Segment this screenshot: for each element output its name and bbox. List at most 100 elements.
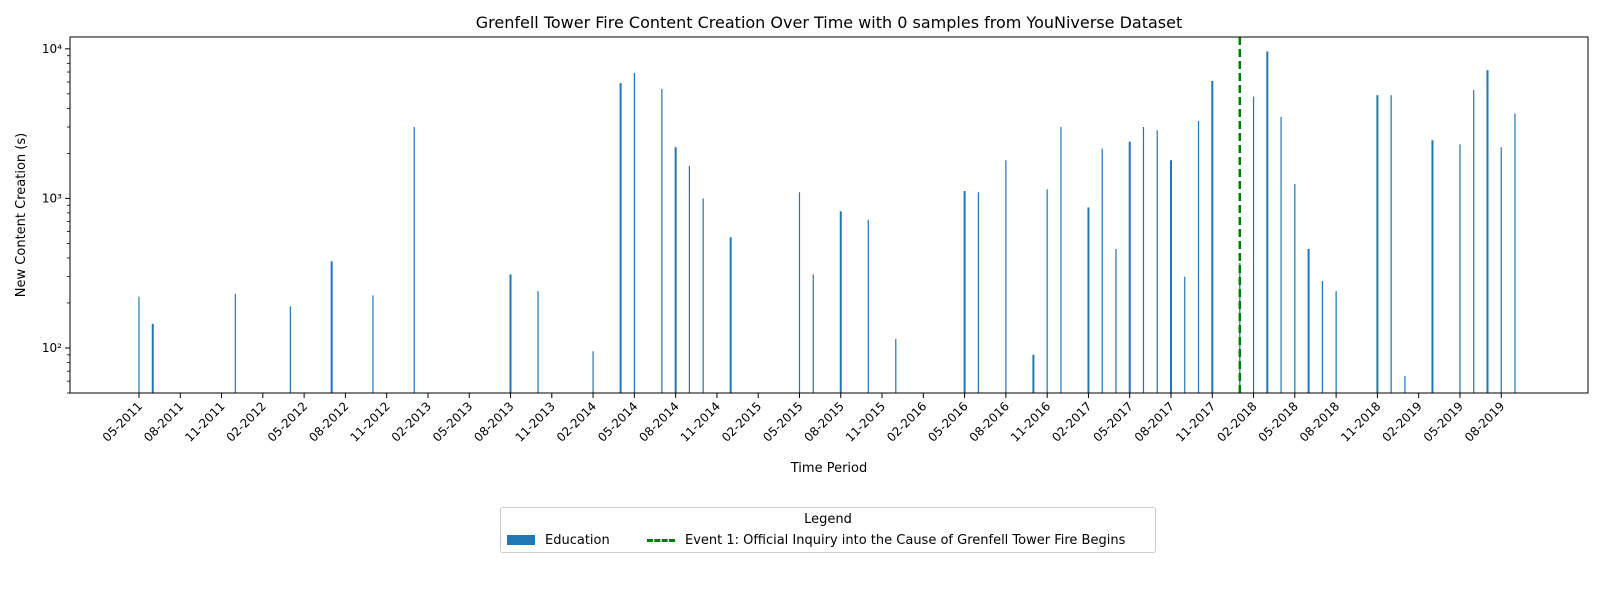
x-tick-label: 08-2011: [141, 399, 186, 444]
bar: [1115, 248, 1117, 393]
bar: [619, 83, 622, 393]
bar: [1032, 354, 1035, 393]
x-tick-label: 08-2018: [1297, 399, 1342, 444]
x-tick-label: 08-2015: [802, 399, 847, 444]
x-tick-label: 08-2019: [1462, 399, 1507, 444]
x-tick-label: 11-2018: [1338, 399, 1383, 444]
x-tick-label: 05-2018: [1256, 399, 1301, 444]
x-tick-label: 02-2014: [554, 399, 599, 444]
legend-swatch-event: [647, 539, 675, 542]
x-tick-label: 02-2012: [224, 399, 269, 444]
x-tick-label: 05-2015: [760, 399, 805, 444]
x-tick-label: 08-2014: [636, 399, 681, 444]
x-tick-label: 02-2016: [884, 399, 929, 444]
bar: [1211, 80, 1214, 393]
bar: [1390, 95, 1392, 393]
bar: [372, 295, 374, 393]
bar: [1101, 148, 1103, 393]
bar: [330, 261, 333, 393]
bar: [1376, 95, 1379, 393]
bar: [1170, 160, 1172, 393]
bar: [1514, 113, 1516, 393]
bar: [688, 165, 690, 393]
bar: [509, 274, 512, 393]
x-tick-label: 05-2017: [1090, 399, 1135, 444]
bar: [963, 191, 966, 393]
x-tick-label: 05-2011: [100, 399, 145, 444]
legend-swatch-education: [507, 535, 535, 545]
bar: [234, 293, 236, 393]
bar: [895, 338, 897, 393]
legend-title: Legend: [804, 512, 852, 527]
bar: [633, 72, 635, 394]
bar: [702, 198, 704, 393]
x-tick-label: 02-2018: [1214, 399, 1259, 444]
bar: [151, 323, 154, 393]
bar: [1500, 147, 1502, 393]
x-tick-label: 05-2013: [430, 399, 475, 444]
bar: [1156, 130, 1158, 394]
legend-label-education: Education: [545, 533, 610, 548]
bar: [1307, 248, 1310, 393]
bar: [1335, 291, 1337, 393]
legend: Legend Education Event 1: Official Inqui…: [500, 507, 1156, 553]
bar: [1197, 120, 1200, 393]
bar: [977, 192, 979, 393]
bar: [1294, 183, 1296, 393]
bar: [1184, 276, 1186, 393]
x-tick-label: 05-2019: [1421, 399, 1466, 444]
bar: [1128, 141, 1131, 393]
x-tick-label: 08-2017: [1132, 399, 1177, 444]
bar: [1142, 127, 1145, 394]
bar: [1087, 207, 1090, 393]
bar: [674, 147, 677, 393]
bar: [1046, 189, 1048, 393]
x-tick-label: 11-2014: [678, 399, 723, 444]
bar: [413, 127, 415, 394]
bar: [798, 192, 801, 393]
bar: [1060, 127, 1062, 394]
bar: [289, 306, 291, 393]
x-tick-label: 05-2014: [595, 399, 640, 444]
bar: [1280, 117, 1282, 394]
x-tick-label: 11-2017: [1173, 399, 1218, 444]
bar: [1321, 281, 1323, 393]
bar: [1266, 51, 1269, 393]
x-tick-label: 05-2016: [925, 399, 970, 444]
bar: [537, 291, 539, 393]
bar: [812, 274, 814, 393]
x-tick-label: 02-2015: [719, 399, 764, 444]
x-tick-label: 05-2012: [265, 399, 310, 444]
x-tick-label: 08-2016: [967, 399, 1012, 444]
bar: [661, 88, 663, 394]
x-tick-label: 02-2019: [1379, 399, 1424, 444]
bar: [592, 351, 594, 393]
x-tick-label: 08-2013: [471, 399, 516, 444]
bar: [1486, 70, 1489, 393]
chart-title: Grenfell Tower Fire Content Creation Ove…: [476, 13, 1182, 32]
x-tick-label: 11-2011: [182, 399, 227, 444]
bar: [867, 219, 869, 393]
bar: [138, 296, 140, 393]
x-tick-label: 11-2012: [347, 399, 392, 444]
legend-label-event: Event 1: Official Inquiry into the Cause…: [685, 533, 1126, 548]
y-tick-label: 10⁴: [42, 42, 62, 56]
plot-frame: [69, 36, 1589, 394]
y-tick-label: 10²: [42, 341, 62, 355]
bar: [1005, 160, 1007, 393]
x-tick-label: 02-2017: [1049, 399, 1094, 444]
bar: [729, 237, 732, 393]
x-tick-label: 02-2013: [389, 399, 434, 444]
bar: [1431, 140, 1434, 393]
bar: [1404, 375, 1406, 393]
bar: [839, 211, 842, 393]
bar: [1252, 96, 1255, 393]
x-tick-label: 11-2013: [513, 399, 558, 444]
y-axis-label: New Content Creation (s): [14, 133, 29, 297]
y-tick-label: 10³: [42, 191, 62, 205]
bar: [1473, 90, 1475, 394]
x-tick-label: 11-2015: [843, 399, 888, 444]
bar: [1459, 144, 1461, 393]
x-tick-label: 08-2012: [306, 399, 351, 444]
